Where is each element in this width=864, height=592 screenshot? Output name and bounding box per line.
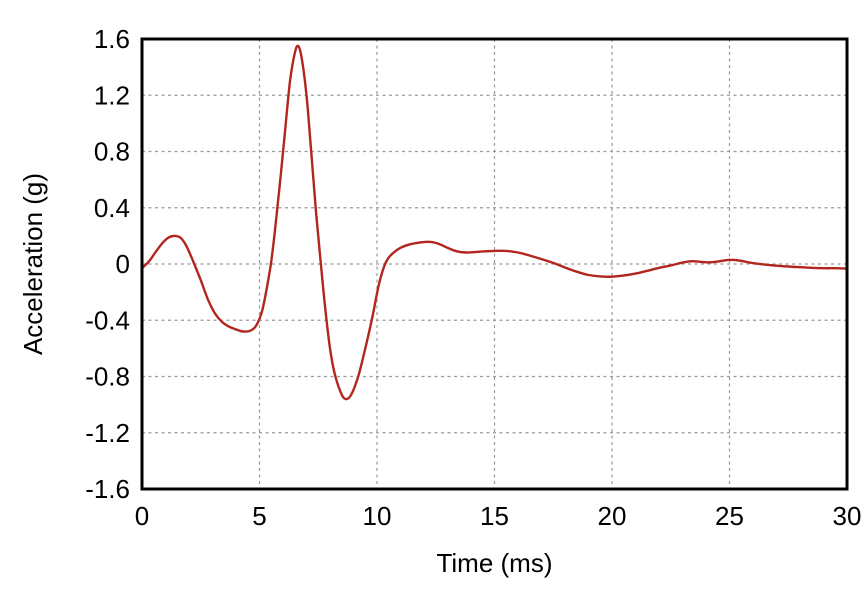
- y-tick-label: -0.4: [85, 305, 130, 335]
- y-tick-label: 1.6: [94, 24, 130, 54]
- y-tick-label: 0.8: [94, 137, 130, 167]
- x-tick-label: 25: [715, 501, 744, 531]
- tick-labels: 0 5 10 15 20 25 30 -1.6 -1.2 -0.8 -0.4 0 0.4 0.8 1.2 1.…: [85, 24, 861, 531]
- y-tick-label: -1.6: [85, 474, 130, 504]
- series-line-acceleration: [140, 44, 849, 401]
- x-tick-label: 0: [135, 501, 149, 531]
- plot-frame: [140, 37, 849, 491]
- x-tick-label: 5: [252, 501, 266, 531]
- y-tick-label: -0.8: [85, 362, 130, 392]
- x-tick-label: 30: [833, 501, 862, 531]
- y-tick-label: 0: [116, 249, 130, 279]
- y-axis-title: Acceleration (g): [18, 173, 48, 355]
- data-series: [140, 44, 849, 401]
- y-tick-label: -1.2: [85, 418, 130, 448]
- x-tick-label: 20: [598, 501, 627, 531]
- y-tick-label: 0.4: [94, 193, 130, 223]
- x-tick-label: 15: [480, 501, 509, 531]
- x-tick-label: 10: [363, 501, 392, 531]
- x-axis-title: Time (ms): [436, 548, 552, 578]
- gridlines: [142, 39, 847, 489]
- y-tick-label: 1.2: [94, 80, 130, 110]
